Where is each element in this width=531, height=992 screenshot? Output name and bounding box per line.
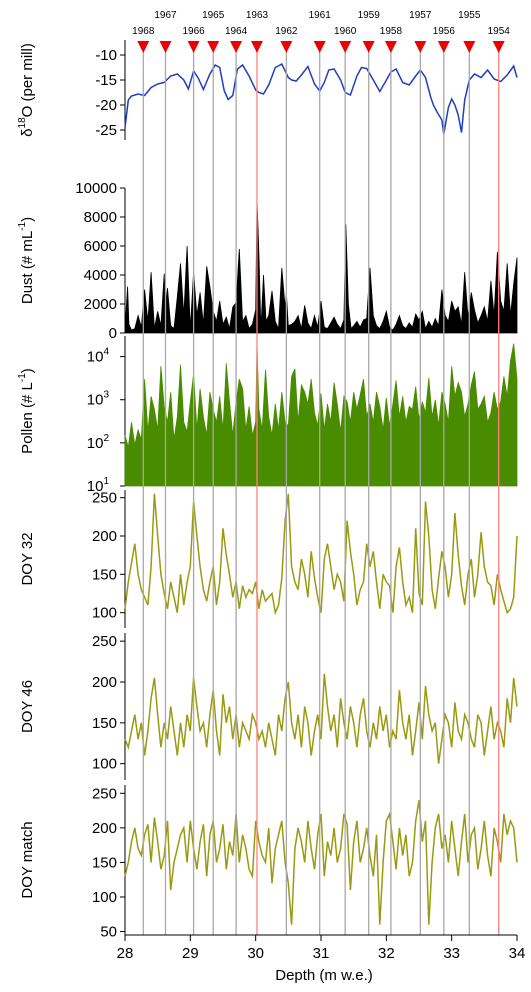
- year-label: 1962: [275, 26, 298, 37]
- panel-2: 0 2000 4000 6000 8000 10000 Dust (# mL-1): [17, 180, 518, 342]
- y-axis-label: DOY match: [19, 821, 36, 898]
- panel-4: 100 150 200 250 DOY 32: [19, 490, 518, 628]
- panel-6: 50 100 150 200 250 DOY match: [19, 785, 518, 941]
- year-marker-triangle: [230, 41, 243, 53]
- y-tick-label: -25: [95, 122, 117, 139]
- year-marker-triangle: [313, 41, 326, 53]
- panel-5: 100 150 200 250 DOY 46: [19, 633, 518, 780]
- y-tick-label: -15: [95, 72, 117, 89]
- y-tick-label: 100: [92, 605, 117, 622]
- y-tick-label: -10: [95, 47, 117, 64]
- y-tick-label: 150: [92, 854, 117, 871]
- year-label: 1958: [380, 26, 403, 37]
- year-label: 1954: [488, 26, 511, 37]
- x-tick-label: 32: [378, 945, 395, 962]
- year-label: 1966: [182, 26, 205, 37]
- y-tick-label: 102: [87, 433, 110, 452]
- y-tick-label: 6000: [84, 238, 117, 255]
- y-tick-label: 200: [92, 528, 117, 545]
- year-marker-triangle: [362, 41, 375, 53]
- y-tick-label: 4000: [84, 267, 117, 284]
- year-label: 1955: [458, 10, 481, 21]
- series-line: [124, 493, 518, 616]
- year-marker-triangle: [437, 41, 450, 53]
- year-label: 1961: [309, 10, 332, 21]
- year-label: 1968: [132, 26, 155, 37]
- y-axis-label: DOY 32: [19, 532, 36, 585]
- y-tick-label: 100: [92, 889, 117, 906]
- year-marker-triangle: [250, 41, 263, 53]
- x-tick-label: 30: [247, 945, 264, 962]
- series-area: [124, 199, 518, 334]
- year-marker-triangle: [463, 41, 476, 53]
- y-tick-label: 250: [92, 633, 117, 650]
- year-label: 1963: [246, 10, 269, 21]
- series-area: [124, 343, 518, 487]
- y-tick-label: 103: [87, 390, 110, 409]
- x-tick-label: 29: [182, 945, 199, 962]
- series-line: [124, 673, 518, 764]
- y-tick-label: 104: [87, 347, 110, 366]
- y-tick-label: 2000: [84, 296, 117, 313]
- year-label: 1959: [358, 10, 381, 21]
- year-marker-triangle: [207, 41, 220, 53]
- y-tick-label: 150: [92, 566, 117, 583]
- year-marker-triangle: [339, 41, 352, 53]
- panels: -10 -15 -20 -25 δ18O (per mill) 0 2000 4000 6000…: [17, 40, 518, 941]
- year-marker-triangle: [159, 41, 172, 53]
- y-tick-label: 8000: [84, 209, 117, 226]
- year-marker-triangle: [414, 41, 427, 53]
- x-tick-label: 34: [509, 945, 526, 962]
- year-marker-lines: [142, 48, 500, 935]
- panel-1: -10 -15 -20 -25 δ18O (per mill): [17, 40, 518, 140]
- y-tick-label: 200: [92, 674, 117, 691]
- year-label: 1964: [225, 26, 248, 37]
- x-tick-label: 31: [313, 945, 330, 962]
- y-tick-label: 100: [92, 756, 117, 773]
- x-tick-label: 33: [443, 945, 460, 962]
- y-tick-label: -20: [95, 97, 117, 114]
- series-line: [124, 62, 518, 135]
- year-label: 1965: [202, 10, 225, 21]
- year-marker-triangle: [137, 41, 150, 53]
- y-axis-label: DOY 46: [19, 680, 36, 733]
- y-tick-label: 150: [92, 715, 117, 732]
- year-marker-triangle: [280, 41, 293, 53]
- x-axis-label: Depth (m w.e.): [275, 967, 373, 984]
- y-axis-label: Dust (# mL-1): [17, 217, 36, 304]
- y-tick-label: 10000: [75, 180, 117, 197]
- y-axis-label: Pollen (# L-1): [17, 368, 36, 454]
- y-tick-label: 0: [109, 325, 117, 342]
- year-marker-triangle: [492, 41, 505, 53]
- year-marker-triangle: [187, 41, 200, 53]
- x-axis: 28 29 30 31 32 33 34: [117, 934, 526, 962]
- y-tick-label: 50: [100, 924, 117, 941]
- year-marker-triangle: [384, 41, 397, 53]
- series-line: [124, 800, 518, 925]
- y-tick-label: 250: [92, 490, 117, 507]
- year-label: 1960: [334, 26, 357, 37]
- y-axis-label: δ18O (per mill): [17, 43, 36, 137]
- year-label: 1967: [154, 10, 177, 21]
- year-label: 1956: [433, 26, 456, 37]
- y-tick-label: 250: [92, 785, 117, 802]
- y-tick-label: 200: [92, 820, 117, 837]
- year-label: 1957: [409, 10, 432, 21]
- x-tick-label: 28: [117, 945, 134, 962]
